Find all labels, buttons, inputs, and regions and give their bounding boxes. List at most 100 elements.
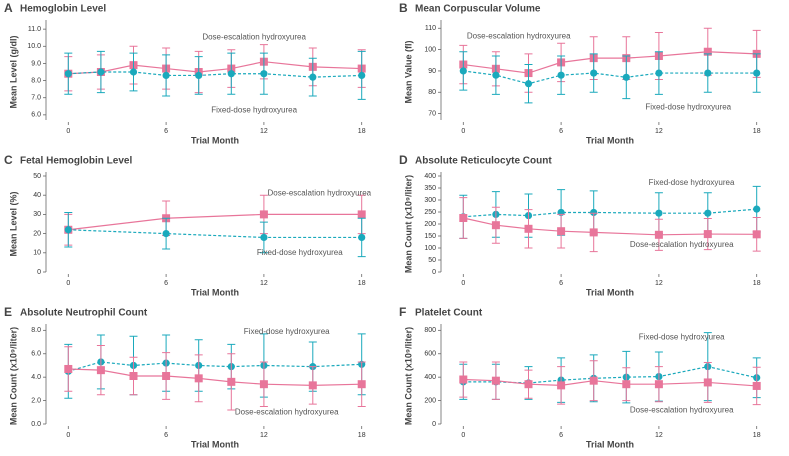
series-label: Dose-escalation hydroxyurea xyxy=(235,408,339,417)
marker xyxy=(459,375,468,384)
marker xyxy=(97,68,105,76)
series-line xyxy=(68,368,362,386)
series-line xyxy=(463,366,757,384)
marker xyxy=(590,69,598,77)
y-tick-label: 400 xyxy=(424,374,436,381)
y-axis-label: Mean Level (g/dl) xyxy=(8,35,18,108)
marker xyxy=(524,224,533,233)
marker xyxy=(162,372,171,380)
series-line xyxy=(463,208,757,218)
y-axis-label: Mean Count (x10⁹/liter) xyxy=(403,175,413,273)
series-line xyxy=(463,378,757,387)
marker xyxy=(622,73,630,81)
series-line xyxy=(68,61,362,75)
series-label: Fixed-dose hydroxyurea xyxy=(257,248,343,257)
y-tick-label: 200 xyxy=(424,397,436,404)
x-tick-label: 6 xyxy=(559,128,563,135)
y-tick-label: 50 xyxy=(428,257,436,264)
marker xyxy=(589,228,598,237)
y-tick-label: 70 xyxy=(428,110,436,117)
marker xyxy=(753,69,761,77)
panel: C Fetal Hemoglobin Level Mean Level (%) Tri… xyxy=(4,153,372,297)
series-label: Dose-escalation hydroxyurea xyxy=(268,188,372,197)
marker xyxy=(704,69,712,77)
y-tick-label: 20 xyxy=(33,230,41,237)
x-axis-label: Trial Month xyxy=(586,287,634,297)
x-tick-label: 12 xyxy=(260,432,268,439)
marker xyxy=(129,68,138,76)
marker xyxy=(259,380,268,389)
series-line xyxy=(463,217,757,236)
panel: A Hemoglobin Level Mean Level (g/dl) Trial … xyxy=(4,1,366,145)
x-tick-label: 18 xyxy=(358,280,366,287)
marker xyxy=(162,230,170,238)
marker xyxy=(752,381,761,390)
y-tick-label: 350 xyxy=(424,185,436,192)
x-axis-label: Trial Month xyxy=(586,439,634,449)
series-label: Fixed-dose hydroxyurea xyxy=(639,333,725,342)
marker xyxy=(752,230,761,239)
y-tick-label: 9.0 xyxy=(31,60,41,67)
series-line xyxy=(68,71,362,78)
y-tick-label: 600 xyxy=(424,351,436,358)
marker xyxy=(524,80,533,88)
panel-letter: F xyxy=(399,305,406,319)
y-tick-label: 800 xyxy=(424,327,436,334)
series-label: Dose-escalation hydroxyurea xyxy=(630,240,734,249)
marker xyxy=(703,378,712,387)
panel-title: Absolute Neutrophil Count xyxy=(20,308,148,319)
panel-letter: A xyxy=(4,1,13,15)
marker xyxy=(194,374,203,383)
marker xyxy=(308,381,317,390)
x-tick-label: 12 xyxy=(655,432,663,439)
marker xyxy=(96,366,105,375)
x-tick-label: 6 xyxy=(559,432,563,439)
marker xyxy=(129,372,138,380)
y-tick-label: 150 xyxy=(424,233,436,240)
x-axis-label: Trial Month xyxy=(191,439,239,449)
marker xyxy=(64,364,73,373)
x-axis-label: Trial Month xyxy=(191,287,239,297)
marker xyxy=(259,210,268,219)
panel-title: Platelet Count xyxy=(415,308,483,319)
y-axis-label: Mean Count (x10⁹/liter) xyxy=(8,327,18,425)
y-tick-label: 0 xyxy=(432,269,436,276)
panel: B Mean Corpuscular Volume Mean Value (fl) T… xyxy=(399,1,761,145)
panel-title: Fetal Hemoglobin Level xyxy=(20,156,132,167)
y-tick-label: 90 xyxy=(428,68,436,75)
marker xyxy=(459,214,468,222)
series-label: Fixed-dose hydroxyurea xyxy=(211,106,297,115)
series-line xyxy=(463,51,757,74)
series-label: Dose-escalation hydroxyurea xyxy=(630,406,734,415)
x-tick-label: 6 xyxy=(164,280,168,287)
y-tick-label: 100 xyxy=(424,245,436,252)
x-tick-label: 0 xyxy=(66,432,70,439)
panel-letter: C xyxy=(4,153,13,167)
marker xyxy=(654,380,663,389)
marker xyxy=(655,209,663,217)
marker xyxy=(524,380,533,389)
marker xyxy=(64,70,72,78)
marker xyxy=(358,71,366,80)
y-tick-label: 110 xyxy=(425,25,436,32)
y-tick-label: 400 xyxy=(424,173,436,180)
marker xyxy=(703,230,712,239)
marker xyxy=(704,209,712,217)
marker xyxy=(357,380,366,389)
series-line xyxy=(68,229,362,239)
y-axis-label: Mean Value (fl) xyxy=(403,40,413,103)
marker xyxy=(557,381,566,390)
y-tick-label: 4.0 xyxy=(31,374,41,381)
marker xyxy=(622,380,631,389)
y-tick-label: 6.0 xyxy=(31,351,41,358)
marker xyxy=(64,226,72,234)
y-tick-label: 2.0 xyxy=(31,397,41,404)
series-label: Fixed-dose hydroxyurea xyxy=(244,327,330,336)
series-line xyxy=(463,70,757,85)
marker xyxy=(358,233,366,242)
series-line xyxy=(68,361,362,372)
marker xyxy=(703,47,712,56)
